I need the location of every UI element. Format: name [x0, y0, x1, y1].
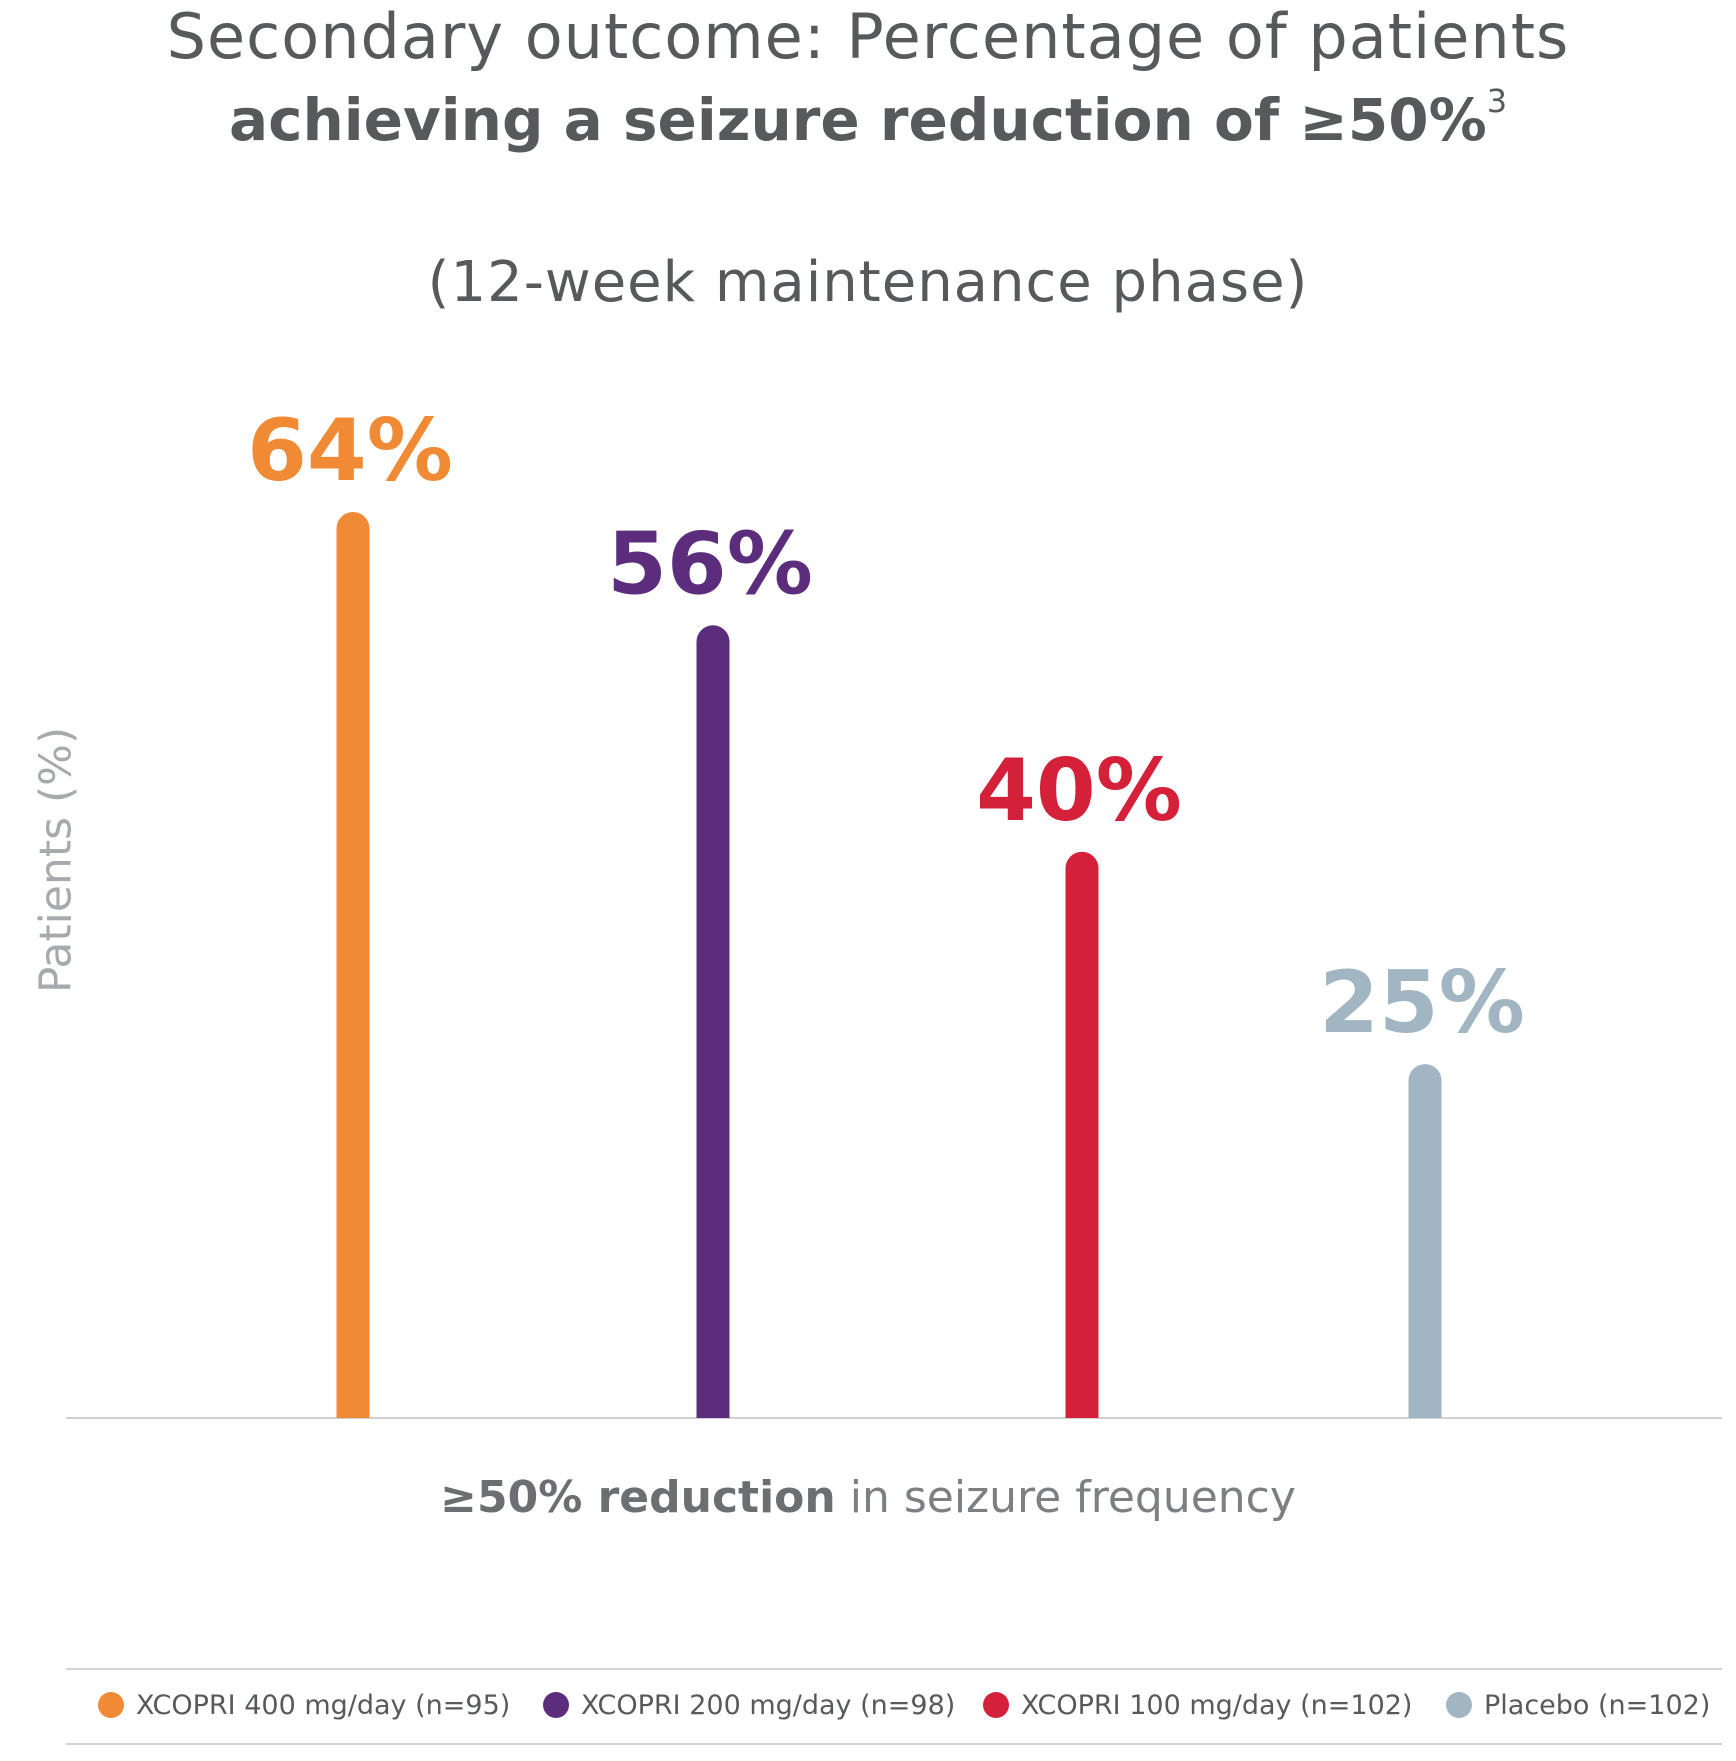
bar-4 — [1408, 1064, 1442, 1418]
legend-bottom-divider — [66, 1743, 1722, 1745]
legend-item-4: Placebo (n=102) — [1446, 1685, 1710, 1725]
legend-dot-icon — [98, 1692, 124, 1718]
legend-dot-icon — [1446, 1692, 1472, 1718]
legend-item-1: XCOPRI 400 mg/day (n=95) — [98, 1685, 510, 1725]
legend-label: XCOPRI 400 mg/day (n=95) — [136, 1689, 511, 1721]
x-axis-label-bold: ≥50% reduction — [440, 1472, 836, 1523]
x-axis-label-rest: in seizure frequency — [835, 1472, 1296, 1523]
chart-title-line1: Secondary outcome: Percentage of patient… — [166, 0, 1570, 73]
chart-title-line2: achieving a seizure reduction of ≥50%3 — [0, 82, 1736, 154]
footnote-reference: 3 — [1486, 82, 1508, 120]
legend-top-divider — [66, 1668, 1722, 1670]
data-label-3: 40% — [976, 741, 1182, 841]
bar-2 — [696, 625, 730, 1418]
data-label-1: 64% — [247, 401, 453, 501]
bar-1 — [336, 512, 370, 1418]
legend-item-3: XCOPRI 100 mg/day (n=102) — [983, 1685, 1412, 1725]
legend-label: XCOPRI 100 mg/day (n=102) — [1021, 1689, 1413, 1721]
data-label-2: 56% — [607, 514, 813, 614]
bar-3 — [1065, 851, 1099, 1418]
data-label-4: 25% — [1319, 953, 1525, 1053]
bar-chart: 64% 56% 40% 25% — [66, 401, 1722, 1419]
legend-label: Placebo (n=102) — [1484, 1689, 1711, 1721]
legend-label: XCOPRI 200 mg/day (n=98) — [581, 1689, 956, 1721]
legend-item-2: XCOPRI 200 mg/day (n=98) — [543, 1685, 955, 1725]
legend-dot-icon — [983, 1692, 1009, 1718]
x-axis-label: ≥50% reduction in seizure frequency — [0, 1472, 1736, 1523]
chart-subtitle: (12-week maintenance phase) — [427, 250, 1309, 315]
chart-title-bold: achieving a seizure reduction of ≥50% — [228, 86, 1487, 154]
legend-dot-icon — [543, 1692, 569, 1718]
